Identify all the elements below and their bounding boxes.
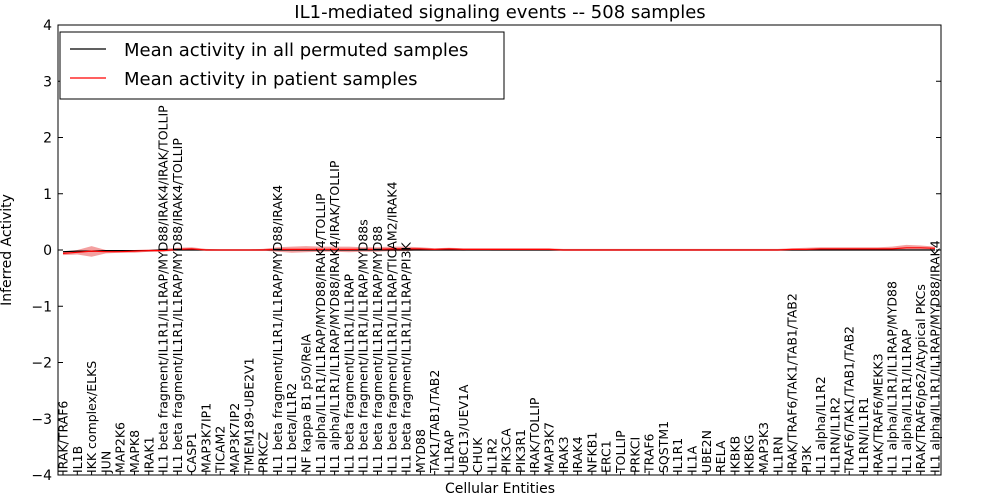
x-tick-label: IL1R2 — [484, 438, 499, 473]
x-tick-label: IL1 beta/IL1R2 — [284, 383, 299, 473]
x-tick-label: IL1 alpha/IL1R1/IL1RAP/MYD88/IRAK4/TOLLI… — [313, 193, 328, 473]
x-tick-label: IL1 beta fragment/IL1R1/IL1RAP/MYD88 — [370, 226, 385, 473]
x-tick-label: PIK3CA — [499, 428, 514, 473]
x-tick-label: JUN — [98, 451, 113, 474]
x-tick-label: TMEM189-UBE2V1 — [241, 357, 256, 474]
y-tick-label: 0 — [43, 243, 52, 259]
x-tick-label: TRAF6 — [642, 433, 657, 474]
y-axis: 4 3 2 1 0 −1 −2 −3 −4 — [31, 18, 941, 484]
x-tick-label: IL1 beta fragment/IL1R1/IL1RAP/PI3K — [399, 242, 414, 473]
x-tick-label: IL1 alpha/IL1R1/IL1RAP/MYD88/IRAK4/IRAK/… — [327, 160, 342, 473]
x-tick-label: IL1 beta fragment/IL1R1/IL1RAP/MYD88/IRA… — [170, 138, 185, 473]
x-tick-label: MAP2K6 — [113, 422, 128, 473]
x-tick-label: IRAK/TRAF6/MEKK3 — [870, 353, 885, 473]
y-axis-label: Inferred Activity — [0, 194, 15, 306]
x-tick-label: IRAK/TRAF6/p62/Atypical PKCs — [913, 284, 928, 473]
x-tick-label: IL1R1 — [670, 438, 685, 473]
x-tick-label: PRKCI — [627, 437, 642, 473]
y-tick-label: −3 — [31, 412, 52, 428]
legend-label-permuted: Mean activity in all permuted samples — [124, 40, 468, 61]
x-tick-label: IL1RN — [770, 436, 785, 473]
x-tick-label: IL1 alpha/IL1R1/IL1RAP/MYD88/IRAK4 — [928, 240, 943, 473]
x-axis: IRAK/TRAF6 IL1B IKK complex/ELKS JUN MAP2K6 M… — [56, 105, 943, 475]
x-tick-label: IL1 beta fragment/IL1R1/IL1RAP/TICAM2/IR… — [384, 182, 399, 473]
x-tick-label: PRKCZ — [256, 432, 271, 473]
legend: Mean activity in all permuted samples Me… — [59, 31, 505, 100]
x-tick-label: ERC1 — [599, 440, 614, 473]
x-tick-label: TRAF6/TAK1/TAB1/TAB2 — [842, 326, 857, 474]
series-line-layer — [62, 247, 936, 254]
x-tick-label: IRAK3 — [556, 436, 571, 473]
x-tick-label: MAP3K3 — [756, 422, 771, 473]
y-tick-label: 2 — [43, 131, 52, 147]
x-tick-label: IL1RN/IL1R2 — [827, 397, 842, 473]
x-tick-label: CHUK — [470, 437, 485, 473]
x-tick-label: IL1RAP — [442, 430, 457, 473]
x-tick-label: NFKB1 — [584, 432, 599, 473]
x-tick-label: IRAK/TRAF6 — [56, 401, 71, 473]
x-tick-label: MAP3K7 — [542, 422, 557, 473]
x-tick-label: IL1 alpha/IL1R1/IL1RAP/MYD88 — [885, 281, 900, 473]
x-tick-label: IRAK/TRAF6/TAK1/TAB1/TAB2 — [785, 293, 800, 473]
x-tick-label: IL1 beta fragment/IL1R1/IL1RAP/MYD88/IRA… — [270, 185, 285, 473]
chart-title: IL1-mediated signaling events -- 508 sam… — [294, 2, 705, 23]
x-tick-label: UBC13/UEV1A — [456, 384, 471, 473]
x-tick-label: MAP3K7IP1 — [199, 403, 214, 473]
x-tick-label: IL1 alpha/IL1R2 — [813, 376, 828, 473]
series-line-patient — [62, 247, 936, 254]
x-tick-label: IL1 beta fragment/IL1R1/IL1RAP — [341, 273, 356, 473]
x-tick-label: NF kappa B1 p50/RelA — [299, 333, 314, 473]
confidence-band-layer — [63, 244, 935, 257]
x-tick-label: PI3K — [799, 445, 814, 473]
y-tick-label: −1 — [31, 299, 52, 315]
x-axis-label: Cellular Entities — [445, 481, 555, 497]
x-tick-label: TAK1/TAB1/TAB2 — [427, 370, 442, 474]
x-tick-label: IL1 beta fragment/IL1R1/IL1RAP/MYD88/IRA… — [156, 105, 171, 473]
y-tick-label: 3 — [43, 74, 52, 90]
x-tick-label: IKBKG — [742, 435, 757, 473]
x-tick-label: TOLLIP — [613, 430, 628, 474]
x-tick-label: IL1 alpha/IL1R1/IL1RAP — [899, 329, 914, 473]
y-tick-label: −2 — [31, 356, 52, 372]
legend-label-patient: Mean activity in patient samples — [124, 69, 418, 90]
x-tick-label: IRAK/TOLLIP — [527, 397, 542, 473]
x-tick-label: IL1B — [70, 446, 85, 473]
legend-box — [59, 31, 505, 100]
x-tick-label: PIK3R1 — [513, 429, 528, 473]
x-tick-label: IKBKB — [727, 436, 742, 473]
patient-variation-band — [63, 244, 935, 257]
x-tick-label: IKK complex/ELKS — [84, 361, 99, 473]
y-tick-label: 1 — [43, 187, 52, 203]
x-tick-label: SQSTM1 — [656, 421, 671, 473]
x-tick-label: MYD88 — [413, 429, 428, 473]
x-tick-label: IRAK4 — [570, 436, 585, 473]
x-tick-label: IL1A — [685, 445, 700, 473]
x-tick-label: IRAK1 — [141, 436, 156, 473]
x-tick-label: TICAM2 — [213, 426, 228, 474]
x-tick-label: IL1 beta fragment/IL1R1/IL1RAP/MYD88s — [356, 219, 371, 473]
y-tick-label: 4 — [43, 18, 52, 34]
x-tick-label: CASP1 — [184, 432, 199, 473]
y-tick-label: −4 — [31, 468, 52, 484]
x-tick-label: IL1RN/IL1R1 — [856, 397, 871, 473]
x-tick-label: MAPK8 — [127, 430, 142, 473]
x-tick-label: MAP3K7IP2 — [227, 403, 242, 473]
x-tick-label: UBE2N — [699, 430, 714, 473]
x-tick-label: RELA — [713, 440, 728, 473]
